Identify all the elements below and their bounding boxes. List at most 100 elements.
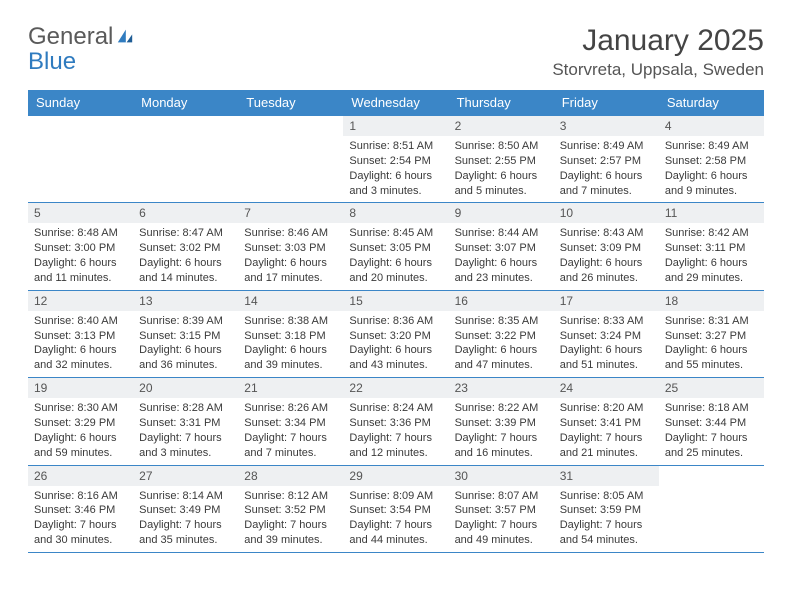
day-details: Sunrise: 8:51 AMSunset: 2:54 PMDaylight:… [343,136,448,202]
day-details: Sunrise: 8:50 AMSunset: 2:55 PMDaylight:… [449,136,554,202]
day-details: Sunrise: 8:39 AMSunset: 3:15 PMDaylight:… [133,311,238,377]
daylight-text: Daylight: 6 hours and 11 minutes. [34,256,127,286]
daylight-text: Daylight: 6 hours and 39 minutes. [244,343,337,373]
daylight-text: Daylight: 6 hours and 36 minutes. [139,343,232,373]
day-number: 8 [343,203,448,223]
sail-icon [115,24,135,49]
daylight-text: Daylight: 6 hours and 20 minutes. [349,256,442,286]
sunset-text: Sunset: 3:44 PM [665,416,758,431]
brand-part1: General [28,23,113,50]
day-cell: 17Sunrise: 8:33 AMSunset: 3:24 PMDayligh… [554,290,659,377]
week-row: 19Sunrise: 8:30 AMSunset: 3:29 PMDayligh… [28,378,764,465]
day-details: Sunrise: 8:30 AMSunset: 3:29 PMDaylight:… [28,398,133,464]
day-number: 26 [28,466,133,486]
day-number: 25 [659,378,764,398]
daylight-text: Daylight: 6 hours and 14 minutes. [139,256,232,286]
day-details: Sunrise: 8:43 AMSunset: 3:09 PMDaylight:… [554,223,659,289]
sunset-text: Sunset: 3:29 PM [34,416,127,431]
day-number: 20 [133,378,238,398]
calendar-table: Sunday Monday Tuesday Wednesday Thursday… [28,90,764,553]
day-details: Sunrise: 8:31 AMSunset: 3:27 PMDaylight:… [659,311,764,377]
daylight-text: Daylight: 7 hours and 44 minutes. [349,518,442,548]
week-row: 5Sunrise: 8:48 AMSunset: 3:00 PMDaylight… [28,203,764,290]
day-number: 31 [554,466,659,486]
daylight-text: Daylight: 7 hours and 21 minutes. [560,431,653,461]
day-cell: 6Sunrise: 8:47 AMSunset: 3:02 PMDaylight… [133,203,238,290]
sunrise-text: Sunrise: 8:51 AM [349,139,442,154]
day-details: Sunrise: 8:44 AMSunset: 3:07 PMDaylight:… [449,223,554,289]
day-cell: 29Sunrise: 8:09 AMSunset: 3:54 PMDayligh… [343,465,448,552]
brand-part2: Blue [28,48,76,75]
sunrise-text: Sunrise: 8:07 AM [455,489,548,504]
sunset-text: Sunset: 3:15 PM [139,329,232,344]
sunset-text: Sunset: 3:03 PM [244,241,337,256]
day-details: Sunrise: 8:09 AMSunset: 3:54 PMDaylight:… [343,486,448,552]
daylight-text: Daylight: 6 hours and 43 minutes. [349,343,442,373]
daylight-text: Daylight: 7 hours and 54 minutes. [560,518,653,548]
day-cell [238,116,343,203]
day-number: 13 [133,291,238,311]
day-number: 1 [343,116,448,136]
daylight-text: Daylight: 6 hours and 9 minutes. [665,169,758,199]
day-number: 7 [238,203,343,223]
day-cell: 10Sunrise: 8:43 AMSunset: 3:09 PMDayligh… [554,203,659,290]
dh-wed: Wednesday [343,90,448,116]
sunset-text: Sunset: 2:55 PM [455,154,548,169]
daylight-text: Daylight: 6 hours and 55 minutes. [665,343,758,373]
sunrise-text: Sunrise: 8:47 AM [139,226,232,241]
sunset-text: Sunset: 3:46 PM [34,503,127,518]
sunrise-text: Sunrise: 8:49 AM [665,139,758,154]
day-number: 5 [28,203,133,223]
daylight-text: Daylight: 7 hours and 25 minutes. [665,431,758,461]
day-number: 2 [449,116,554,136]
dh-tue: Tuesday [238,90,343,116]
sunrise-text: Sunrise: 8:48 AM [34,226,127,241]
day-number: 16 [449,291,554,311]
daylight-text: Daylight: 7 hours and 3 minutes. [139,431,232,461]
day-number: 22 [343,378,448,398]
day-details: Sunrise: 8:47 AMSunset: 3:02 PMDaylight:… [133,223,238,289]
daylight-text: Daylight: 7 hours and 30 minutes. [34,518,127,548]
page-header: GeneralBlue January 2025 Storvreta, Upps… [28,24,764,80]
day-details: Sunrise: 8:22 AMSunset: 3:39 PMDaylight:… [449,398,554,464]
day-number: 17 [554,291,659,311]
day-cell: 7Sunrise: 8:46 AMSunset: 3:03 PMDaylight… [238,203,343,290]
dh-fri: Friday [554,90,659,116]
day-cell: 23Sunrise: 8:22 AMSunset: 3:39 PMDayligh… [449,378,554,465]
sunset-text: Sunset: 3:00 PM [34,241,127,256]
day-number: 19 [28,378,133,398]
day-number: 14 [238,291,343,311]
sunrise-text: Sunrise: 8:22 AM [455,401,548,416]
sunset-text: Sunset: 2:58 PM [665,154,758,169]
day-cell: 18Sunrise: 8:31 AMSunset: 3:27 PMDayligh… [659,290,764,377]
day-cell [133,116,238,203]
sunrise-text: Sunrise: 8:43 AM [560,226,653,241]
sunrise-text: Sunrise: 8:18 AM [665,401,758,416]
sunrise-text: Sunrise: 8:49 AM [560,139,653,154]
day-cell: 13Sunrise: 8:39 AMSunset: 3:15 PMDayligh… [133,290,238,377]
dh-thu: Thursday [449,90,554,116]
sunrise-text: Sunrise: 8:20 AM [560,401,653,416]
day-cell: 12Sunrise: 8:40 AMSunset: 3:13 PMDayligh… [28,290,133,377]
day-number: 6 [133,203,238,223]
sunset-text: Sunset: 3:57 PM [455,503,548,518]
sunset-text: Sunset: 2:54 PM [349,154,442,169]
day-cell: 22Sunrise: 8:24 AMSunset: 3:36 PMDayligh… [343,378,448,465]
brand-logo: GeneralBlue [28,24,135,74]
sunrise-text: Sunrise: 8:35 AM [455,314,548,329]
day-details: Sunrise: 8:40 AMSunset: 3:13 PMDaylight:… [28,311,133,377]
month-title: January 2025 [552,24,764,58]
day-cell: 27Sunrise: 8:14 AMSunset: 3:49 PMDayligh… [133,465,238,552]
day-details: Sunrise: 8:18 AMSunset: 3:44 PMDaylight:… [659,398,764,464]
day-number: 24 [554,378,659,398]
week-row: 12Sunrise: 8:40 AMSunset: 3:13 PMDayligh… [28,290,764,377]
daylight-text: Daylight: 6 hours and 17 minutes. [244,256,337,286]
day-number: 27 [133,466,238,486]
day-number: 10 [554,203,659,223]
daylight-text: Daylight: 6 hours and 26 minutes. [560,256,653,286]
day-cell: 16Sunrise: 8:35 AMSunset: 3:22 PMDayligh… [449,290,554,377]
daylight-text: Daylight: 6 hours and 3 minutes. [349,169,442,199]
sunrise-text: Sunrise: 8:36 AM [349,314,442,329]
day-details: Sunrise: 8:16 AMSunset: 3:46 PMDaylight:… [28,486,133,552]
sunset-text: Sunset: 3:34 PM [244,416,337,431]
